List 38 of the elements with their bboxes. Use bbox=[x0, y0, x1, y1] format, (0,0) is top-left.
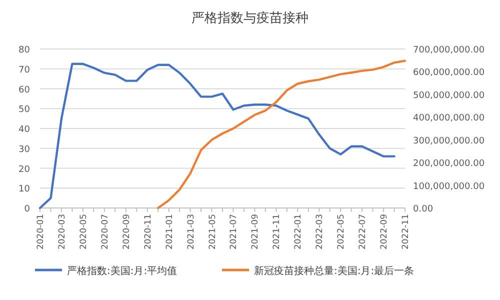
y2-tick-label: 100,000,000.00 bbox=[413, 182, 485, 192]
x-tick-label: 2022-11 bbox=[401, 214, 411, 250]
y-tick-label: 70 bbox=[18, 65, 30, 76]
x-tick-label: 2021-07 bbox=[229, 214, 240, 250]
chart-title: 严格指数与疫苗接种 bbox=[192, 11, 308, 26]
y-tick-label: 50 bbox=[18, 105, 30, 116]
x-tick-label: 2022-07 bbox=[358, 214, 368, 250]
y2-tick-label: 400,000,000.00 bbox=[413, 114, 485, 124]
y2-tick-label: 500,000,000.00 bbox=[413, 90, 485, 101]
y2-tick-label: 300,000,000.00 bbox=[413, 136, 485, 146]
y2-tick-label: 200,000,000.00 bbox=[413, 159, 485, 170]
y-tick-label: 40 bbox=[18, 125, 30, 135]
x-tick-label: 2021-03 bbox=[186, 214, 196, 250]
x-tick-label: 2021-09 bbox=[250, 214, 261, 250]
x-tick-label: 2020-03 bbox=[57, 214, 68, 250]
x-tick-label: 2021-05 bbox=[208, 214, 218, 250]
x-tick-label: 2020-07 bbox=[100, 214, 110, 250]
y-tick-label: 10 bbox=[18, 184, 30, 195]
x-tick-label: 2020-01 bbox=[36, 214, 46, 250]
y-tick-label: 20 bbox=[18, 164, 30, 175]
x-tick-label: 2021-11 bbox=[272, 214, 282, 250]
y-tick-label: 60 bbox=[18, 85, 30, 96]
legend-label: 严格指数:美国:月:平均值 bbox=[67, 265, 178, 277]
y2-tick-label: 0.00 bbox=[413, 204, 434, 214]
x-tick-label: 2020-11 bbox=[143, 214, 154, 250]
y2-tick-label: 700,000,000.00 bbox=[413, 46, 485, 56]
legend-label: 新冠疫苗接种总量:美国:月:最后一条 bbox=[254, 265, 414, 277]
x-tick-label: 2022-09 bbox=[380, 214, 390, 250]
x-tick-label: 2020-09 bbox=[122, 214, 132, 250]
y-tick-label: 80 bbox=[18, 46, 30, 56]
x-tick-label: 2022-03 bbox=[315, 214, 326, 250]
y-tick-label: 0 bbox=[24, 204, 30, 214]
x-tick-label: 2022-05 bbox=[336, 214, 347, 250]
x-tick-label: 2020-05 bbox=[78, 214, 89, 250]
y-tick-label: 30 bbox=[18, 144, 30, 155]
x-tick-label: 2022-01 bbox=[294, 214, 304, 250]
x-tick-label: 2021-01 bbox=[164, 214, 175, 250]
y2-tick-label: 600,000,000.00 bbox=[413, 68, 485, 78]
